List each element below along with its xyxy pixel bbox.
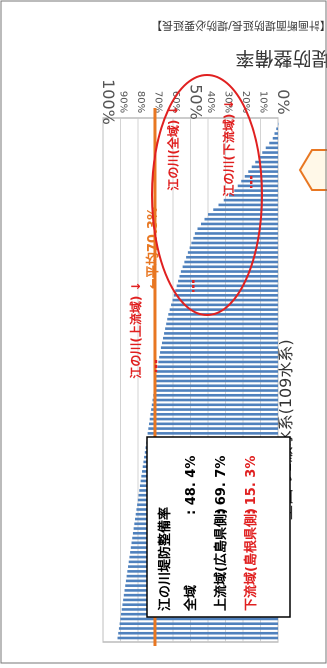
highlight-ellipse xyxy=(151,74,263,316)
tick-label: 100% xyxy=(99,79,118,125)
summary-row-value: : 48. 4% xyxy=(184,456,199,515)
bar xyxy=(258,156,278,159)
bar xyxy=(251,165,278,169)
bar xyxy=(164,332,278,335)
bar xyxy=(229,194,278,197)
bar xyxy=(189,246,278,250)
summary-box xyxy=(146,436,291,618)
bar xyxy=(187,251,278,254)
bar xyxy=(159,355,278,359)
tick-label: 90% xyxy=(118,91,129,113)
tick-label: 60% xyxy=(170,91,181,113)
bar xyxy=(172,298,278,302)
tick-label: 20% xyxy=(240,91,251,113)
bar xyxy=(154,384,278,388)
bar xyxy=(120,617,278,621)
bar xyxy=(237,184,278,188)
bar xyxy=(204,217,278,221)
bar xyxy=(269,141,278,145)
bar xyxy=(186,255,278,259)
bar xyxy=(180,270,278,273)
bar xyxy=(160,351,278,354)
bar xyxy=(223,198,278,202)
bar xyxy=(167,317,278,321)
bar xyxy=(153,393,278,397)
bar xyxy=(155,379,278,383)
bar xyxy=(168,313,278,316)
bar xyxy=(255,160,278,164)
bar xyxy=(158,360,278,364)
summary-row-value: : 69. 7% xyxy=(214,456,229,515)
bar xyxy=(118,631,278,635)
callout-bubble xyxy=(298,149,327,191)
bar xyxy=(182,265,278,269)
tick-label: 40% xyxy=(205,91,216,113)
bar xyxy=(153,389,278,392)
bar xyxy=(194,232,278,235)
bar xyxy=(119,622,278,626)
bar xyxy=(148,427,278,430)
bar xyxy=(176,284,278,288)
bar xyxy=(171,303,278,307)
bar xyxy=(208,213,278,216)
bar xyxy=(173,294,278,297)
summary-row-label: 全域 xyxy=(183,585,199,612)
chart-subtitle: 【計画断面堤防延長/堤防必要延長】 xyxy=(151,19,327,33)
bar xyxy=(241,179,278,183)
bar xyxy=(265,146,278,150)
bar xyxy=(152,398,278,402)
bar xyxy=(163,336,278,340)
bar xyxy=(150,413,278,416)
bar xyxy=(234,189,278,192)
bar xyxy=(278,122,279,126)
bar xyxy=(193,236,278,240)
bar xyxy=(166,322,278,326)
tick-label: 70% xyxy=(153,91,164,113)
tick-label: 50% xyxy=(187,84,206,120)
bar xyxy=(248,170,278,173)
bar xyxy=(160,346,278,349)
bar xyxy=(147,432,278,435)
summary-row-value: : 15. 3% xyxy=(244,456,259,515)
bar xyxy=(201,222,278,226)
bar xyxy=(161,341,278,345)
bar xyxy=(149,417,278,421)
bar xyxy=(197,227,278,231)
bar xyxy=(151,408,278,411)
bar xyxy=(178,279,278,283)
bar xyxy=(157,365,278,369)
tick-label: 10% xyxy=(258,91,269,113)
bar xyxy=(184,260,278,264)
tick-label: 0% xyxy=(274,89,293,114)
average-label: ←平均70.3% xyxy=(145,207,161,289)
bar xyxy=(179,274,278,278)
bar xyxy=(175,289,278,292)
summary-title: 江の川堤防整備率 xyxy=(157,507,173,611)
bar xyxy=(213,208,278,211)
bar xyxy=(191,241,278,245)
bar xyxy=(151,403,278,407)
bar xyxy=(117,636,279,640)
marker-label: 江の川(全域) ↓ xyxy=(165,105,180,190)
bar xyxy=(274,132,278,135)
tick-label: 80% xyxy=(135,91,146,113)
bar xyxy=(149,422,278,426)
bar xyxy=(165,327,278,330)
bar xyxy=(218,203,278,207)
bar xyxy=(262,151,278,154)
summary-row-label: 下流域(島根県側) xyxy=(243,508,259,611)
chart-title: 堤防整備率 xyxy=(235,47,327,69)
bar xyxy=(276,127,278,131)
bar xyxy=(156,374,278,378)
summary-row-label: 上流域(広島県側) xyxy=(213,508,229,611)
tick-label: 30% xyxy=(223,91,234,113)
bar xyxy=(272,136,278,140)
marker-label: 江の川(下流域) ↓ xyxy=(221,99,236,196)
bar xyxy=(156,370,278,373)
marker-label: 江の川(上流域) ↓ xyxy=(128,281,143,378)
bar xyxy=(118,627,278,630)
